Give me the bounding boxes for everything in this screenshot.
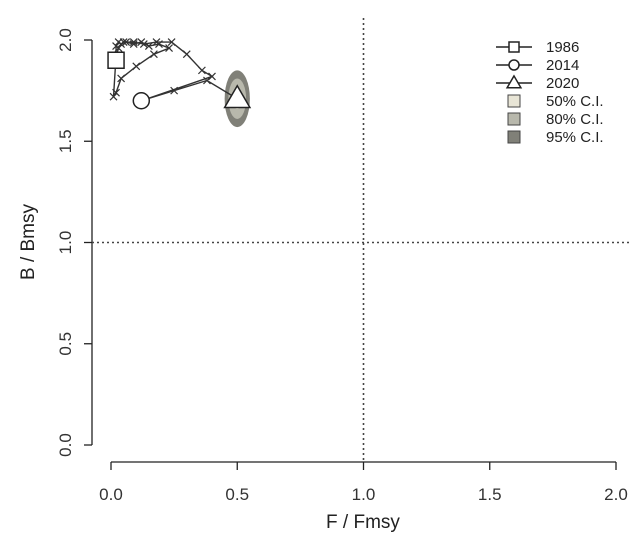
marker-2020 [223, 84, 252, 109]
trajectory-point [109, 92, 118, 101]
trajectory-point [208, 72, 216, 81]
legend-swatch [507, 112, 521, 126]
legend-symbol-2014 [508, 59, 520, 71]
legend-swatch [507, 130, 521, 144]
y-tick-label: 1.5 [56, 129, 75, 153]
trajectory-point [167, 38, 176, 46]
legend-label: 2014 [546, 57, 579, 74]
legend-label: 80% C.I. [546, 111, 604, 128]
reference-lines [92, 18, 629, 462]
trajectory-point [114, 44, 123, 53]
legend-swatch [507, 94, 521, 108]
y-tick-labels: 0.0 0.5 1.0 1.5 2.0 [56, 28, 75, 457]
y-tick-label: 0.5 [56, 332, 75, 356]
legend-label: 50% C.I. [546, 93, 604, 110]
legend-label: 95% C.I. [546, 129, 604, 146]
x-tick-labels: 0.0 0.5 1.0 1.5 2.0 [99, 485, 628, 504]
x-tick-label: 0.0 [99, 485, 123, 504]
trajectory-point [170, 86, 179, 95]
trajectory-point [132, 62, 141, 71]
trajectory-point [203, 76, 211, 85]
trajectory-point [182, 50, 191, 59]
trajectory-point [144, 42, 153, 50]
year-markers [107, 51, 252, 110]
legend-label: 2020 [546, 75, 579, 92]
y-axis-title: B / Bmsy [18, 203, 39, 280]
legend-label: 1986 [546, 39, 579, 56]
y-tick-label: 0.0 [56, 433, 75, 457]
axes [84, 39, 617, 470]
trajectory-point [119, 38, 128, 46]
trajectory-point [197, 66, 206, 75]
trajectory-point [150, 50, 158, 59]
y-tick-label: 2.0 [56, 28, 75, 52]
trajectory-point [129, 40, 138, 48]
marker-1986 [107, 51, 125, 69]
trajectory-point [112, 88, 120, 97]
x-tick-label: 0.5 [225, 485, 249, 504]
x-tick-label: 2.0 [604, 485, 628, 504]
trajectory-point [117, 74, 126, 83]
trajectory-point [152, 38, 161, 46]
legend-symbol-1986 [508, 41, 520, 53]
trajectory-point [165, 44, 173, 53]
trajectory [109, 38, 242, 105]
trajectory-point [122, 38, 131, 46]
x-tick-label: 1.5 [478, 485, 502, 504]
x-axis-title: F / Fmsy [326, 512, 400, 533]
trajectory-point [129, 38, 138, 46]
legend-symbol-2020 [505, 74, 523, 89]
marker-2014 [132, 92, 151, 110]
trajectory-point [139, 40, 148, 48]
y-tick-label: 1.0 [56, 231, 75, 255]
x-tick-label: 1.0 [352, 485, 376, 504]
